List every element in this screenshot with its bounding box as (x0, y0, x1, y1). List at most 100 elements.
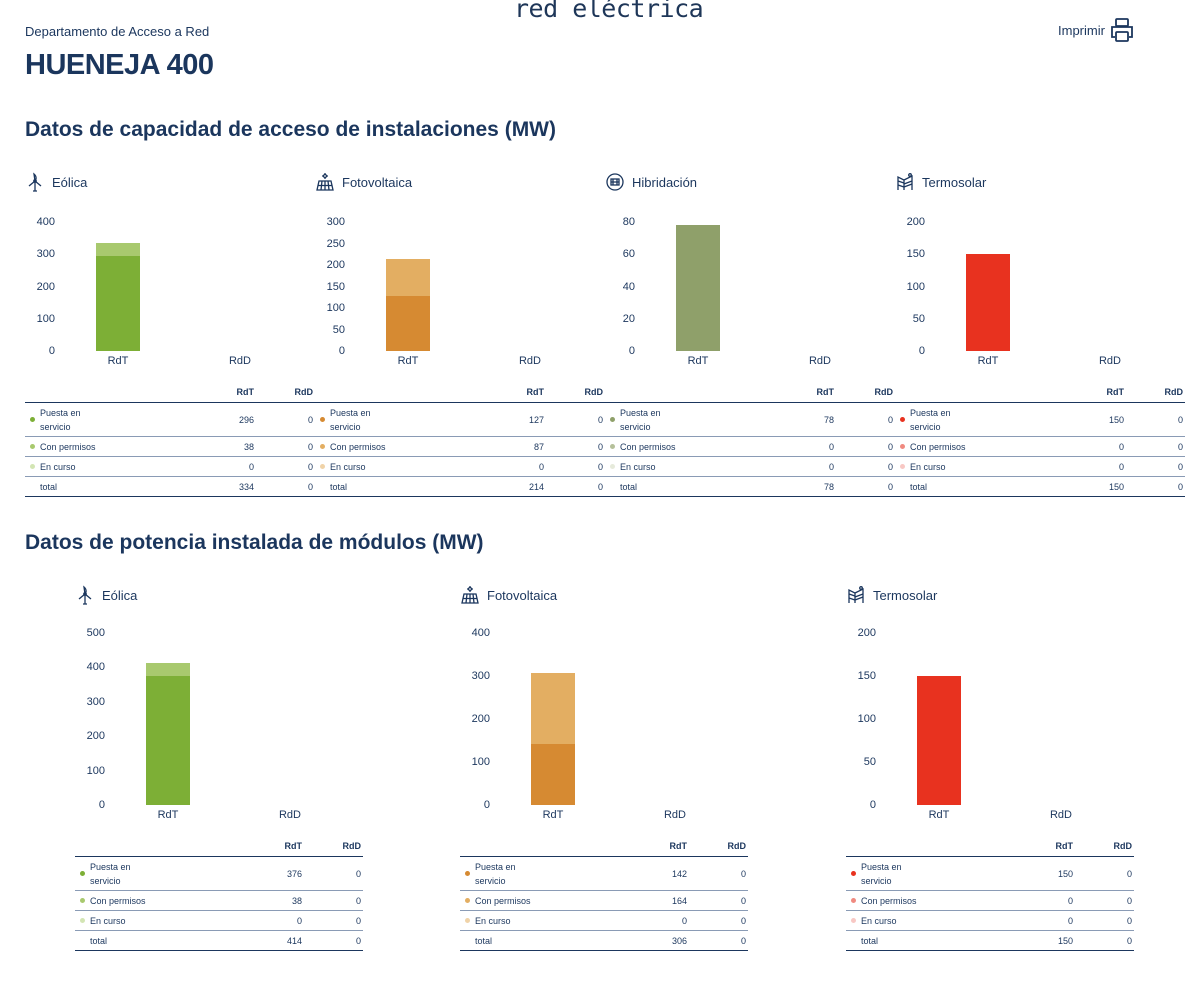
table-row: Puesta en servicio 150 0 (895, 402, 1185, 437)
y-tick-label: 300 (36, 248, 55, 261)
y-tick-label: 20 (622, 312, 635, 325)
row-label: En curso (895, 456, 1067, 477)
bar-rdt-puesta-en-servicio[interactable] (96, 255, 140, 351)
cell-rdd: 0 (1075, 910, 1134, 931)
cell-rdd: 0 (836, 456, 895, 477)
row-label-wrap: Puesta en servicio (462, 860, 628, 888)
y-tick-label: 200 (326, 259, 345, 271)
bar-rdt-con-permisos[interactable] (386, 258, 430, 297)
row-label-wrap: Con permisos (27, 440, 195, 454)
section-title-installed: Datos de potencia instalada de módulos (… (25, 531, 484, 554)
cell-rdd: 0 (546, 402, 605, 437)
row-label-wrap: Con permisos (848, 894, 1014, 908)
data-table: RdT RdD Puesta en servicio 296 0 Con permisos… (25, 382, 315, 497)
cell-rdd: 0 (304, 910, 363, 931)
row-label: total (895, 476, 1067, 497)
row-label-text: Con permisos (90, 895, 146, 906)
table-header-rdd: RdD (256, 382, 315, 403)
row-label: Con permisos (315, 436, 487, 457)
legend-dot (80, 938, 85, 943)
cell-rdt: 414 (245, 930, 304, 951)
cell-rdt: 38 (245, 890, 304, 911)
table-row: En curso 0 0 (895, 456, 1185, 477)
x-category-label: RdT (157, 809, 179, 821)
print-button[interactable]: Imprimir (1058, 16, 1136, 44)
bar-rdt-con-permisos[interactable] (96, 243, 140, 256)
legend-dot (320, 464, 325, 469)
row-label-wrap: En curso (77, 914, 243, 928)
legend-dot (30, 484, 35, 489)
table-row: Con permisos 0 0 (895, 436, 1185, 457)
row-label-wrap: total (317, 480, 485, 494)
table-row: Puesta en servicio 296 0 (25, 402, 315, 437)
bar-rdt-puesta-en-servicio[interactable] (146, 675, 190, 805)
row-label: Puesta en servicio (846, 856, 1016, 891)
cell-rdd: 0 (1126, 402, 1185, 437)
cell-rdt: 0 (1016, 910, 1075, 931)
printer-icon (1111, 18, 1133, 42)
row-label-wrap: total (897, 480, 1065, 494)
cell-rdd: 0 (256, 456, 315, 477)
row-label-wrap: Puesta en servicio (317, 406, 485, 434)
row-label-text: total (90, 935, 108, 946)
y-tick-label: 400 (36, 216, 55, 228)
table-header-row: RdT RdD (25, 382, 315, 403)
legend-dot (465, 938, 470, 943)
bar-rdt-puesta-en-servicio[interactable] (966, 254, 1010, 351)
row-label-wrap: total (607, 480, 775, 494)
row-label: Puesta en servicio (75, 856, 245, 891)
legend-dot (320, 444, 325, 449)
cell-rdt: 306 (630, 930, 689, 951)
table-header-rdd: RdD (1075, 836, 1134, 857)
row-label: En curso (315, 456, 487, 477)
y-tick-label: 200 (857, 627, 876, 639)
table-header-row: RdT RdD (846, 836, 1134, 857)
cell-rdt: 0 (630, 910, 689, 931)
y-tick-label: 0 (483, 799, 490, 811)
cell-rdd: 0 (1126, 436, 1185, 457)
panel-title-label: Fotovoltaica (487, 587, 558, 603)
y-tick-label: 200 (471, 713, 490, 725)
row-label-text: En curso (910, 461, 946, 472)
y-tick-label: 100 (857, 713, 876, 725)
bar-rdt-con-permisos[interactable] (146, 662, 190, 676)
bar-rdt-puesta-en-servicio[interactable] (917, 676, 961, 805)
panel-title: Fotovoltaica (315, 172, 412, 192)
cell-rdd: 0 (1075, 856, 1134, 891)
panel-title-label: Termosolar (922, 174, 987, 190)
row-label-text: En curso (40, 461, 76, 472)
cell-rdd: 0 (689, 910, 748, 931)
chart-panel-fotovoltaica: Fotovoltaica 0 50 100 150 200 250 300 RdT RdD (315, 172, 605, 572)
panel-title-label: Hibridación (632, 174, 698, 190)
table-row: En curso 0 0 (75, 910, 363, 931)
row-label: Con permisos (846, 890, 1016, 911)
table-row: Puesta en servicio 78 0 (605, 402, 895, 437)
y-tick-label: 0 (869, 799, 876, 811)
x-category-label: RdD (808, 355, 831, 367)
cell-rdt: 150 (1016, 856, 1075, 891)
row-label-text: total (475, 935, 493, 946)
row-label-text: Con permisos (475, 895, 531, 906)
cell-rdd: 0 (689, 930, 748, 951)
x-category-label: RdT (107, 355, 129, 367)
cell-rdt: 0 (1016, 890, 1075, 911)
y-tick-label: 80 (622, 216, 635, 228)
y-tick-label: 300 (86, 695, 105, 708)
x-category-label: RdD (278, 809, 301, 821)
table-total-row: total 306 0 (460, 930, 748, 951)
cell-rdd: 0 (304, 890, 363, 911)
table-header-row: RdT RdD (895, 382, 1185, 403)
bar-rdt-con-permisos[interactable] (531, 673, 575, 744)
cell-rdd: 0 (1075, 890, 1134, 911)
legend-dot (80, 918, 85, 923)
data-table: RdT RdD Puesta en servicio 150 0 Con permisos… (895, 382, 1185, 497)
bar-rdt-puesta-en-servicio[interactable] (531, 743, 575, 805)
bar-rdt-puesta-en-servicio[interactable] (676, 225, 720, 351)
y-tick-label: 300 (471, 670, 490, 682)
row-label-text: total (861, 935, 879, 946)
table-header-rdt: RdT (245, 836, 304, 857)
row-label-text: total (330, 481, 348, 492)
bar-rdt-puesta-en-servicio[interactable] (386, 296, 430, 351)
row-label-text: Puesta en servicio (910, 407, 951, 432)
row-label: Puesta en servicio (315, 402, 487, 437)
